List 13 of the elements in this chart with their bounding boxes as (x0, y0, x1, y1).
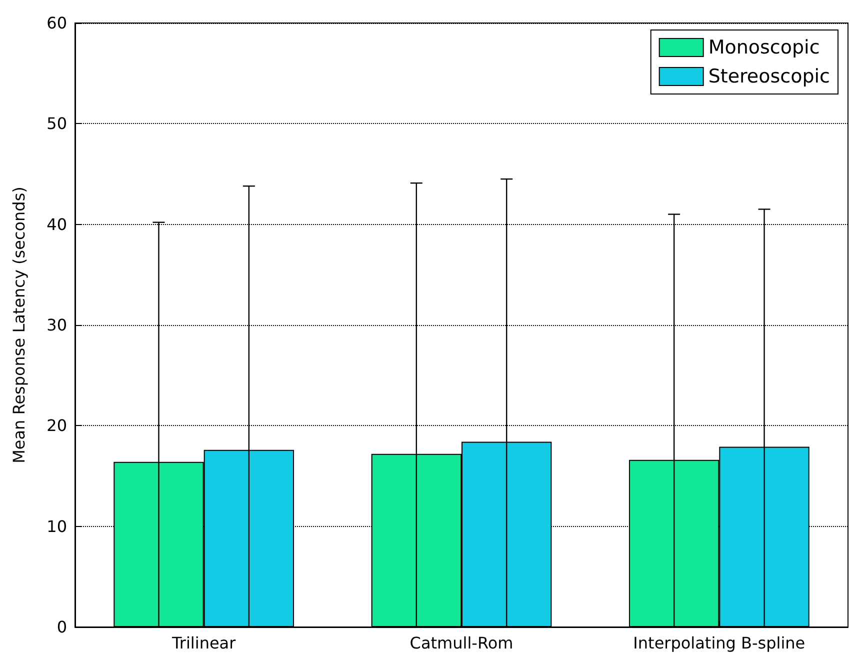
y-tick-label: 50 (46, 114, 67, 134)
y-tick-label: 10 (46, 516, 67, 536)
y-tick-label: 40 (46, 214, 67, 234)
y-tick-label: 60 (46, 14, 67, 32)
y-tick-label: 30 (46, 316, 67, 334)
y-tick-label: 20 (46, 416, 67, 436)
x-tick-label: Catmull-Rom (410, 634, 514, 652)
legend-label: Stereoscopic (708, 66, 830, 88)
x-tick-label: Trilinear (170, 634, 236, 652)
y-axis-title: Mean Response Latency (seconds) (10, 186, 28, 464)
legend-label: Monoscopic (708, 36, 820, 58)
x-tick-label: Interpolating B-spline (633, 634, 806, 652)
y-tick-label: 0 (56, 618, 67, 636)
